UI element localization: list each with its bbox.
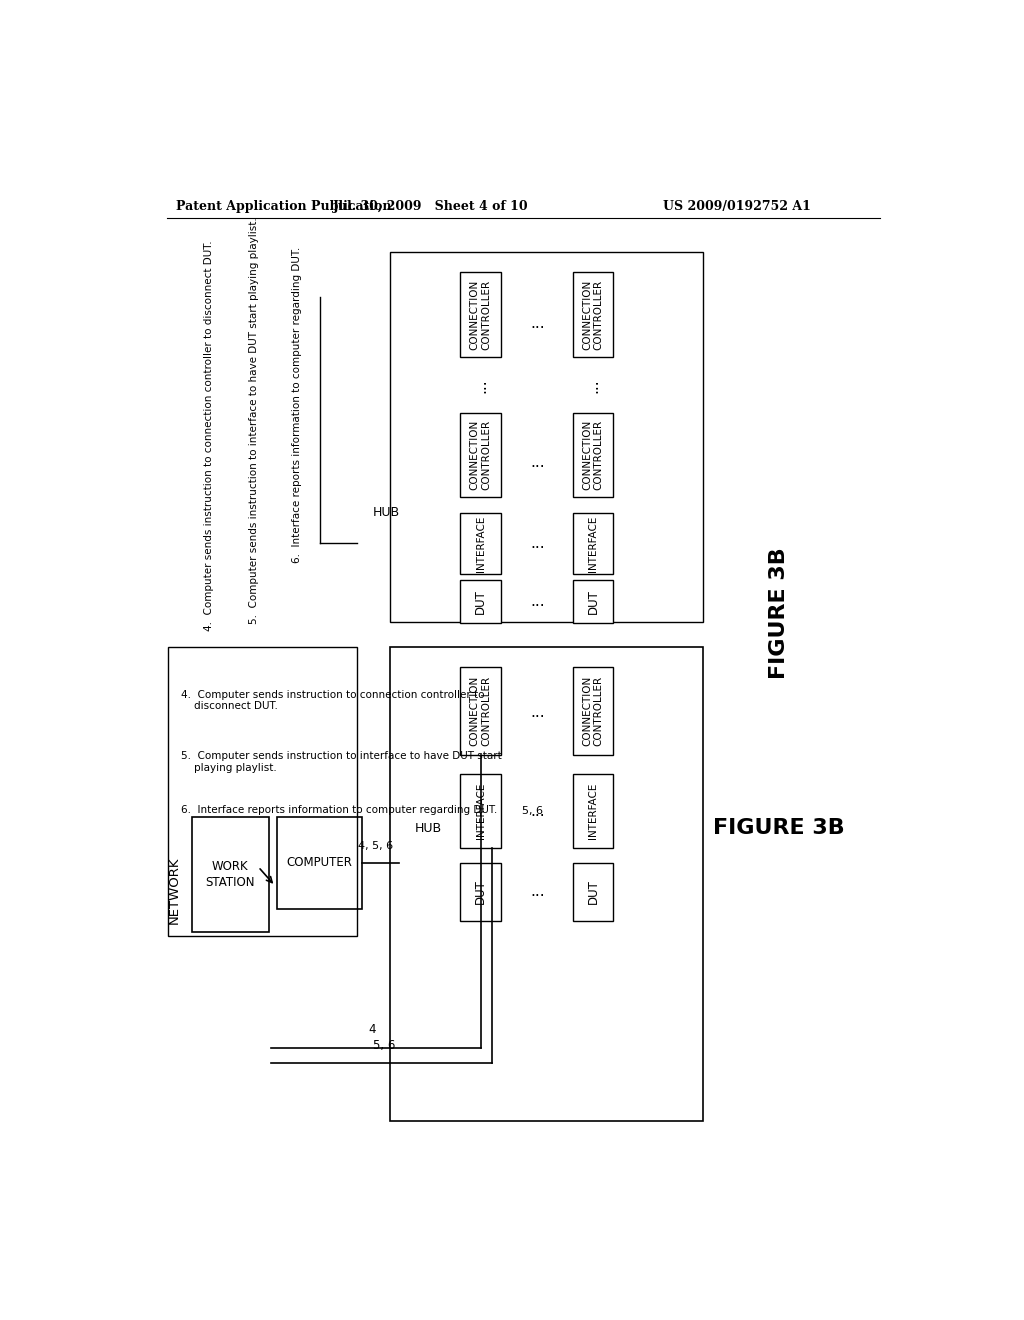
Bar (572, 581, 613, 623)
Bar (168, 647, 356, 936)
Bar (572, 667, 613, 755)
Bar (461, 667, 501, 755)
Text: 5.  Computer sends instruction to interface to have DUT start playing playlist.: 5. Computer sends instruction to interfa… (249, 216, 259, 623)
Text: 5, 6: 5, 6 (521, 807, 543, 816)
Text: INTERFACE: INTERFACE (475, 515, 485, 572)
Text: 5, 6: 5, 6 (373, 1039, 395, 1052)
Text: 4, 5, 6: 4, 5, 6 (358, 841, 393, 851)
Text: HUB: HUB (373, 506, 400, 519)
Text: WORK
STATION: WORK STATION (206, 861, 255, 888)
Bar (461, 775, 501, 847)
Bar (461, 272, 501, 358)
Bar (461, 512, 501, 574)
Bar (572, 775, 613, 847)
Bar (461, 863, 501, 921)
Text: ...: ... (529, 884, 545, 899)
Text: 6.  Interface reports information to computer regarding DUT.: 6. Interface reports information to comp… (292, 247, 302, 562)
Text: 4.  Computer sends instruction to connection controller to disconnect DUT.: 4. Computer sends instruction to connect… (205, 240, 214, 631)
Bar (461, 412, 501, 498)
Bar (572, 412, 613, 498)
Bar (572, 272, 613, 358)
Text: INTERFACE: INTERFACE (475, 783, 485, 840)
Text: ...: ... (473, 379, 488, 393)
Text: Patent Application Publication: Patent Application Publication (176, 199, 391, 213)
Text: 6.  Interface reports information to computer regarding DUT.: 6. Interface reports information to comp… (180, 805, 497, 816)
Text: FIGURE 3B: FIGURE 3B (769, 546, 790, 678)
Text: HUB: HUB (415, 822, 442, 834)
Text: COMPUTER: COMPUTER (287, 857, 352, 870)
Bar (191, 817, 269, 932)
Text: ...: ... (529, 804, 545, 818)
Text: US 2009/0192752 A1: US 2009/0192752 A1 (663, 199, 811, 213)
Text: 5.  Computer sends instruction to interface to have DUT start
    playing playli: 5. Computer sends instruction to interfa… (180, 751, 502, 774)
Text: DUT: DUT (474, 589, 487, 614)
Bar (572, 863, 613, 921)
Text: FIGURE 3B: FIGURE 3B (713, 818, 845, 838)
Text: DUT: DUT (587, 879, 599, 904)
Bar (276, 817, 362, 909)
Text: DUT: DUT (474, 879, 487, 904)
Text: ...: ... (529, 536, 545, 550)
Text: 4.  Computer sends instruction to connection controller to
    disconnect DUT.: 4. Computer sends instruction to connect… (180, 689, 484, 711)
Text: ...: ... (529, 317, 545, 331)
Text: NETWORK: NETWORK (168, 857, 181, 924)
Text: CONNECTION
CONTROLLER: CONNECTION CONTROLLER (583, 676, 604, 746)
Text: INTERFACE: INTERFACE (588, 783, 598, 840)
Text: DUT: DUT (587, 589, 599, 614)
Text: ...: ... (529, 705, 545, 721)
Text: CONNECTION
CONTROLLER: CONNECTION CONTROLLER (583, 280, 604, 350)
Text: INTERFACE: INTERFACE (588, 515, 598, 572)
Bar (461, 581, 501, 623)
Bar (572, 512, 613, 574)
Text: CONNECTION
CONTROLLER: CONNECTION CONTROLLER (470, 280, 492, 350)
Bar (390, 252, 703, 622)
Text: CONNECTION
CONTROLLER: CONNECTION CONTROLLER (470, 420, 492, 490)
Text: ...: ... (586, 379, 600, 393)
Text: CONNECTION
CONTROLLER: CONNECTION CONTROLLER (470, 676, 492, 746)
Text: ...: ... (529, 455, 545, 470)
Text: 4: 4 (369, 1023, 376, 1036)
Text: ...: ... (529, 594, 545, 609)
Bar (390, 647, 703, 1121)
Text: Jul. 30, 2009   Sheet 4 of 10: Jul. 30, 2009 Sheet 4 of 10 (333, 199, 528, 213)
Text: CONNECTION
CONTROLLER: CONNECTION CONTROLLER (583, 420, 604, 490)
